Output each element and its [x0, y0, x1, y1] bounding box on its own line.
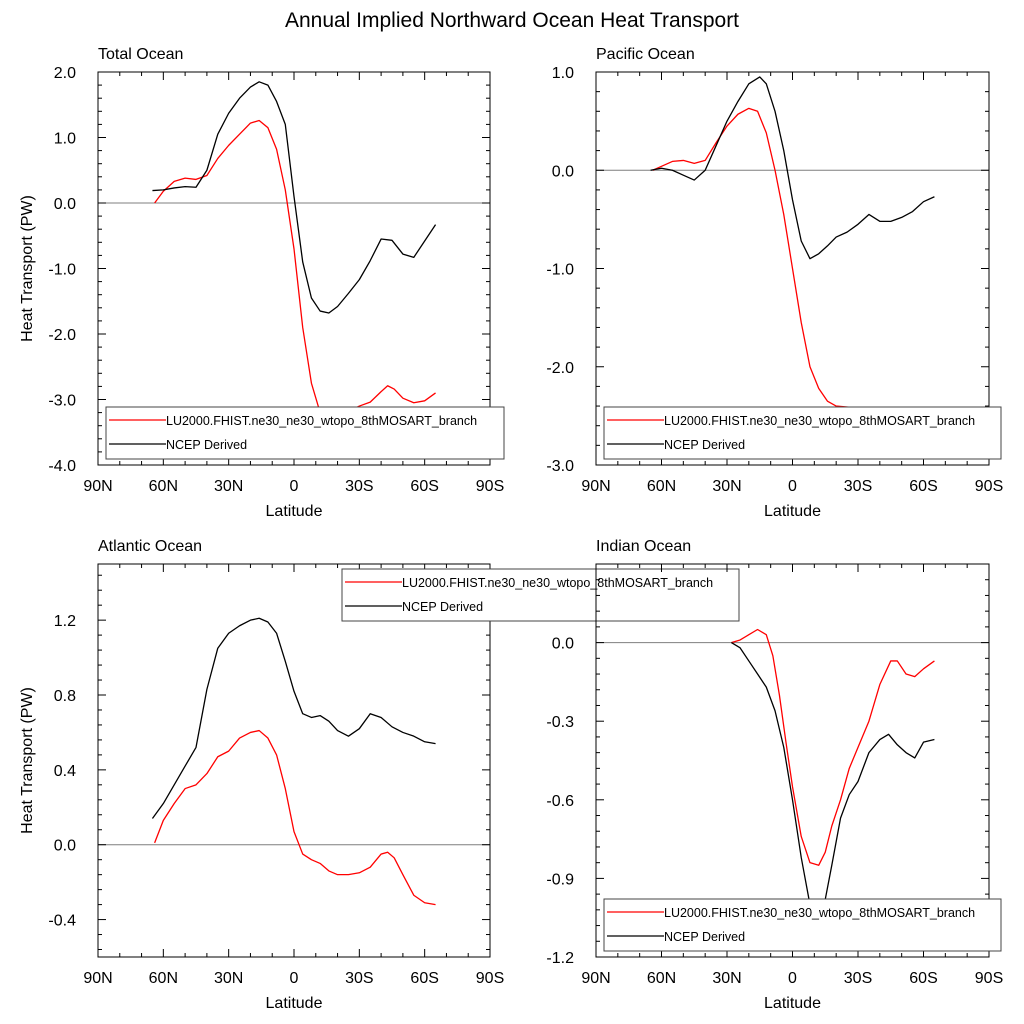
panel-title: Total Ocean	[98, 46, 183, 63]
panel-total-ocean: Total Ocean 90N 60N 30N 0 30S 60S 90S -4.0 -3.0 -2…	[19, 46, 505, 520]
legend-label: LU2000.FHIST.ne30_ne30_wtopo_8thMOSART_b…	[166, 414, 477, 428]
x-tick-label: 30S	[345, 478, 373, 495]
y-tick-label: 1.0	[54, 131, 76, 148]
y-tick-label: -3.0	[48, 393, 76, 410]
series-line-model	[652, 107, 935, 435]
x-tick-label: 0	[290, 478, 299, 495]
x-tick-label: 60S	[410, 970, 438, 987]
figure-title: Annual Implied Northward Ocean Heat Tran…	[285, 9, 739, 32]
y-tick-label: -0.6	[546, 793, 574, 810]
x-tick-label: 60N	[647, 970, 676, 987]
x-tick-label: 60S	[410, 478, 438, 495]
y-tick-label: 0.0	[54, 838, 76, 855]
legend-label: LU2000.FHIST.ne30_ne30_wtopo_8thMOSART_b…	[402, 576, 713, 590]
legend-label: NCEP Derived	[664, 930, 745, 944]
y-tick-label: 0.0	[54, 196, 76, 213]
y-tick-label: -1.0	[546, 262, 574, 279]
x-tick-label: 30N	[712, 478, 741, 495]
y-tick-label: -1.0	[48, 262, 76, 279]
legend: LU2000.FHIST.ne30_ne30_wtopo_8thMOSART_b…	[603, 898, 1002, 952]
series-line-ncep	[731, 642, 935, 914]
panel-title: Pacific Ocean	[596, 46, 695, 63]
x-tick-label: 30S	[844, 970, 872, 987]
legend: LU2000.FHIST.ne30_ne30_wtopo_8thMOSART_b…	[603, 406, 1002, 460]
series-line-ncep	[152, 81, 437, 314]
legend: LU2000.FHIST.ne30_ne30_wtopo_8thMOSART_b…	[341, 568, 740, 622]
legend-label: LU2000.FHIST.ne30_ne30_wtopo_8thMOSART_b…	[664, 414, 975, 428]
plot-frame	[97, 563, 491, 958]
y-tick-label: -0.4	[48, 913, 76, 930]
legend-label: LU2000.FHIST.ne30_ne30_wtopo_8thMOSART_b…	[664, 906, 975, 920]
x-tick-label: 30S	[345, 970, 373, 987]
x-axis-label: Latitude	[266, 995, 323, 1012]
y-axis-label: Heat Transport (PW)	[19, 195, 36, 342]
legend-label: NCEP Derived	[402, 600, 483, 614]
y-tick-label: 1.2	[54, 613, 76, 630]
legend: LU2000.FHIST.ne30_ne30_wtopo_8thMOSART_b…	[105, 406, 505, 460]
x-tick-label: 60S	[909, 970, 937, 987]
y-tick-label: 0.0	[552, 163, 574, 180]
x-tick-label: 90S	[476, 478, 504, 495]
legend-box	[603, 406, 1002, 460]
x-tick-label: 90N	[581, 478, 610, 495]
y-tick-label: -2.0	[48, 327, 76, 344]
legend-box	[105, 406, 505, 460]
y-tick-label: 0.0	[552, 636, 574, 653]
legend-box	[603, 898, 1002, 952]
chart-panels: Total Ocean 90N 60N 30N 0 30S 60S 90S -4.0 -3.0 -2…	[19, 46, 1003, 1012]
plot-frame	[595, 563, 990, 958]
y-tick-label: -0.3	[546, 714, 574, 731]
y-tick-label: 0.4	[54, 763, 76, 780]
y-tick-label: 1.0	[552, 65, 574, 82]
x-axis-label: Latitude	[764, 503, 821, 520]
y-axis-label: Heat Transport (PW)	[19, 687, 36, 834]
x-tick-label: 90S	[476, 970, 504, 987]
y-tick-label: -4.0	[48, 458, 76, 475]
series-line-model	[154, 729, 436, 906]
series-line-model	[154, 119, 436, 426]
panel-title: Indian Ocean	[596, 538, 691, 555]
x-tick-label: 90N	[83, 478, 112, 495]
x-tick-label: 60N	[647, 478, 676, 495]
y-tick-label: 2.0	[54, 65, 76, 82]
panel-title: Atlantic Ocean	[98, 538, 202, 555]
y-tick-label: -3.0	[546, 458, 574, 475]
series-line-ncep	[151, 617, 436, 819]
x-tick-label: 30S	[844, 478, 872, 495]
y-tick-label: -2.0	[546, 360, 574, 377]
x-tick-label: 90S	[975, 478, 1003, 495]
x-tick-label: 90S	[975, 970, 1003, 987]
y-tick-label: -0.9	[546, 871, 574, 888]
legend-label: NCEP Derived	[166, 438, 247, 452]
x-tick-label: 60S	[909, 478, 937, 495]
panel-atlantic-ocean: Atlantic Ocean 90N 60N 30N 0 30S 60S 90S -0.4 0.0…	[19, 538, 740, 1012]
series-line-ncep	[650, 76, 935, 260]
x-tick-label: 0	[788, 478, 797, 495]
panel-indian-ocean: Indian Ocean 90N 60N 30N 0 30S 60S 90S -1.2 -0.9 -…	[546, 538, 1003, 1012]
panel-pacific-ocean: Pacific Ocean 90N 60N 30N 0 30S 60S 90S -3.0 -2.0…	[546, 46, 1003, 520]
plot-frame	[97, 71, 491, 466]
y-tick-label: -1.2	[546, 950, 574, 967]
series-line-model	[731, 628, 935, 866]
x-tick-label: 0	[788, 970, 797, 987]
x-tick-label: 60N	[149, 970, 178, 987]
legend-label: NCEP Derived	[664, 438, 745, 452]
x-tick-label: 0	[290, 970, 299, 987]
x-axis-label: Latitude	[266, 503, 323, 520]
x-tick-label: 90N	[581, 970, 610, 987]
x-tick-label: 30N	[214, 970, 243, 987]
legend-box	[341, 568, 740, 622]
x-tick-label: 30N	[214, 478, 243, 495]
x-tick-label: 30N	[712, 970, 741, 987]
x-tick-label: 90N	[83, 970, 112, 987]
y-tick-label: 0.8	[54, 688, 76, 705]
x-tick-label: 60N	[149, 478, 178, 495]
x-axis-label: Latitude	[764, 995, 821, 1012]
